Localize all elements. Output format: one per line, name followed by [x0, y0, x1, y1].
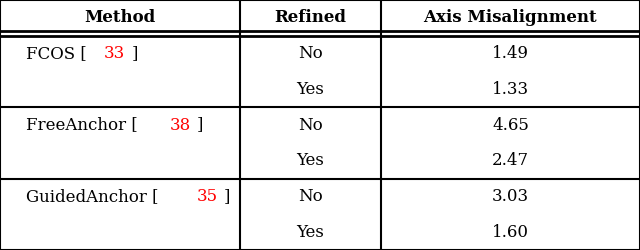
Text: Method: Method: [84, 9, 156, 26]
Text: Refined: Refined: [275, 9, 346, 26]
Text: ]: ]: [197, 116, 204, 134]
Text: 33: 33: [104, 45, 125, 62]
Text: ]: ]: [131, 45, 138, 62]
Text: GuidedAnchor [: GuidedAnchor [: [26, 188, 158, 205]
Text: ]: ]: [224, 188, 230, 205]
Text: FCOS [: FCOS [: [26, 45, 86, 62]
Text: 1.49: 1.49: [492, 45, 529, 62]
Text: Yes: Yes: [296, 152, 324, 169]
Text: 38: 38: [170, 116, 191, 134]
Text: 4.65: 4.65: [492, 116, 529, 134]
Text: 2.47: 2.47: [492, 152, 529, 169]
Text: Axis Misalignment: Axis Misalignment: [424, 9, 597, 26]
Text: No: No: [298, 116, 323, 134]
Text: No: No: [298, 45, 323, 62]
Text: Yes: Yes: [296, 81, 324, 98]
Text: No: No: [298, 188, 323, 205]
Text: 1.60: 1.60: [492, 224, 529, 241]
Text: 35: 35: [196, 188, 218, 205]
Text: 1.33: 1.33: [492, 81, 529, 98]
Text: 3.03: 3.03: [492, 188, 529, 205]
Text: Yes: Yes: [296, 224, 324, 241]
Text: FreeAnchor [: FreeAnchor [: [26, 116, 138, 134]
